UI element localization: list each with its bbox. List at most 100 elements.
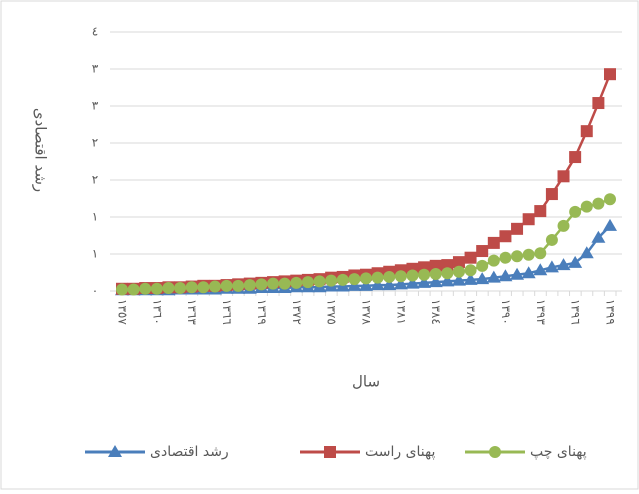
data-point (545, 233, 558, 246)
x-tick-label: ١٣٨٧ (464, 299, 478, 325)
data-point (116, 283, 128, 296)
data-point (557, 170, 570, 183)
data-point (150, 282, 163, 295)
x-tick-label: ١٣٧٢ (290, 299, 304, 325)
data-point (336, 273, 349, 286)
data-point (521, 266, 536, 279)
y-tick-label: ٠ (92, 284, 98, 298)
data-point (498, 269, 513, 282)
data-point (290, 276, 303, 289)
x-tick-label: ١٣٥٧ (116, 299, 130, 325)
data-point (383, 270, 396, 283)
data-point (185, 281, 198, 294)
data-point (428, 275, 443, 288)
x-tick-label: ١٣٦٩ (255, 299, 269, 325)
data-point (568, 255, 583, 268)
data-point (394, 270, 407, 283)
y-tick-label: ٣ (92, 62, 99, 76)
x-tick-label: ١٣٦٣ (185, 299, 199, 325)
data-point (544, 260, 559, 273)
data-point (579, 246, 594, 259)
data-point (580, 200, 593, 213)
data-point (533, 263, 548, 276)
data-point (580, 125, 593, 138)
data-point (370, 278, 385, 291)
data-point (534, 205, 547, 218)
data-point (441, 267, 454, 280)
x-axis-title: سال (352, 373, 380, 391)
x-tick-label: ١٣٩٠ (499, 299, 513, 325)
data-point (313, 275, 326, 288)
data-point (591, 230, 606, 243)
data-point (220, 279, 233, 292)
data-point (476, 245, 489, 258)
data-point (522, 213, 535, 226)
data-point (534, 247, 547, 260)
data-point (592, 197, 605, 210)
x-tick-label: ١٣٧٨ (360, 299, 374, 325)
y-tick-label: ٣ (92, 99, 99, 113)
data-point (360, 272, 372, 285)
y-tick-label: ٤ (92, 25, 98, 39)
data-point (371, 271, 384, 284)
data-point (592, 97, 605, 110)
data-point (127, 283, 140, 296)
legend-label: رشد اقتصادی (150, 444, 229, 460)
data-point (463, 272, 478, 285)
data-point (393, 277, 408, 290)
x-tick-label: ١٣٦٠ (150, 299, 164, 325)
data-point (486, 270, 501, 283)
data-point (464, 251, 477, 264)
y-tick-label: ١ (92, 247, 98, 261)
data-point (267, 277, 280, 290)
x-tick-label: ١٣٩٦ (569, 299, 583, 325)
x-tick-label: ١٣٩٩ (604, 299, 618, 325)
data-point (359, 278, 373, 291)
data-point (452, 265, 465, 278)
data-point (476, 259, 489, 272)
data-point (603, 218, 617, 231)
data-point (406, 269, 419, 282)
data-point (569, 151, 582, 164)
x-tick-label: ١٣٨٤ (429, 299, 443, 325)
data-point (417, 275, 432, 288)
legend-marker (489, 446, 501, 458)
data-point (429, 267, 442, 280)
data-point (174, 282, 187, 295)
data-point (511, 250, 524, 263)
legend-marker (324, 446, 336, 458)
y-tick-label: ١ (92, 210, 98, 224)
data-point (557, 219, 570, 232)
x-tick-label: ١٣٧٥ (325, 299, 339, 325)
data-point (405, 276, 420, 289)
x-tick-label: ١٣٨١ (394, 299, 408, 325)
data-point (139, 282, 152, 295)
data-point (197, 281, 210, 294)
data-point (499, 230, 512, 243)
data-point (487, 254, 500, 267)
legend-label: پهنای چپ (530, 444, 587, 460)
data-point (499, 251, 512, 264)
data-point (451, 273, 466, 286)
data-point (569, 205, 582, 218)
data-point (556, 258, 571, 271)
data-point (382, 278, 397, 291)
data-point (604, 68, 616, 81)
x-tick-label: ١٣٦٦ (220, 299, 234, 325)
data-point (208, 280, 221, 293)
y-tick-label: ٢ (92, 136, 98, 150)
data-point (545, 188, 558, 201)
data-point (278, 277, 291, 290)
data-point (301, 276, 314, 289)
data-point (522, 248, 535, 261)
data-point (510, 267, 525, 280)
data-point (604, 193, 616, 206)
legend-label: پهنای راست (365, 444, 435, 460)
data-point (418, 268, 431, 281)
data-point (348, 273, 361, 286)
data-point (475, 272, 490, 285)
data-point (232, 279, 245, 292)
data-point (452, 256, 465, 269)
